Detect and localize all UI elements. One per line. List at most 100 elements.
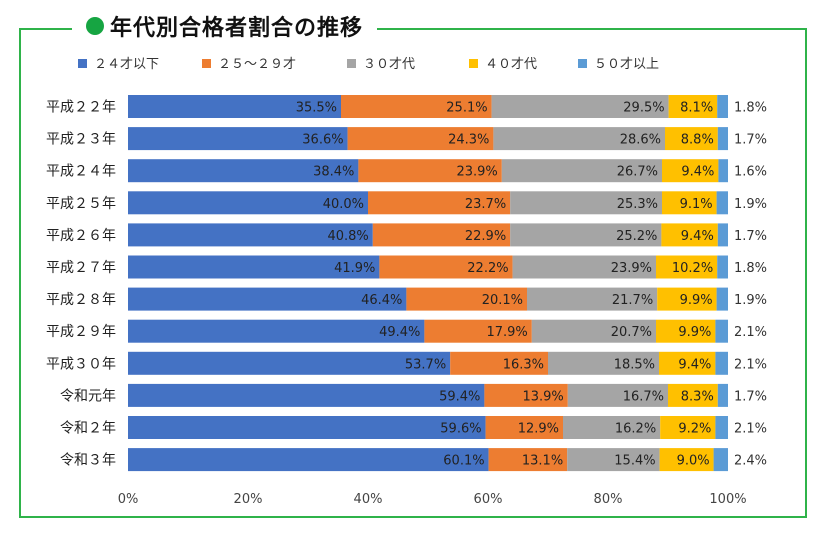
data-label: 20.1% bbox=[482, 293, 523, 308]
bar-segment bbox=[716, 191, 728, 215]
bar-segment bbox=[128, 319, 425, 343]
category-label: 平成２４年 bbox=[46, 164, 116, 180]
data-label: 1.8% bbox=[734, 101, 767, 116]
bar-segment bbox=[347, 127, 494, 151]
bar-segment bbox=[128, 191, 368, 215]
bar-segment bbox=[657, 287, 717, 311]
data-label: 13.9% bbox=[522, 389, 563, 404]
data-label: 1.7% bbox=[734, 229, 767, 244]
bar-segment bbox=[713, 448, 728, 472]
data-label: 40.8% bbox=[327, 229, 368, 244]
bar-segment bbox=[406, 287, 527, 311]
legend: ２４才以下 ２５～２９才 ３０才代 ４０才代 ５０才以上 bbox=[78, 57, 659, 72]
data-label: 2.1% bbox=[734, 422, 767, 437]
x-tick-label: 20% bbox=[234, 492, 263, 507]
data-label: 1.8% bbox=[734, 261, 767, 276]
data-label: 9.4% bbox=[681, 229, 714, 244]
bar-segment bbox=[717, 127, 728, 151]
data-label: 40.0% bbox=[323, 197, 364, 212]
bar-segment bbox=[368, 191, 511, 215]
bar-segment bbox=[527, 287, 658, 311]
category-label: 平成２２年 bbox=[46, 100, 116, 116]
data-label: 2.4% bbox=[734, 454, 767, 469]
data-label: 18.5% bbox=[614, 357, 655, 372]
bar-segment bbox=[659, 448, 714, 472]
data-label: 1.6% bbox=[734, 165, 767, 180]
data-label: 12.9% bbox=[518, 422, 559, 437]
category-label: 平成２６年 bbox=[46, 228, 116, 244]
bar-segment bbox=[717, 383, 728, 407]
bar-segment bbox=[510, 223, 662, 247]
category-label: 令和３年 bbox=[60, 453, 116, 469]
data-label: 59.6% bbox=[440, 422, 481, 437]
data-label: 8.3% bbox=[681, 389, 714, 404]
category-label: 平成３０年 bbox=[46, 356, 116, 372]
bar-segment bbox=[128, 95, 341, 118]
data-label: 9.1% bbox=[680, 197, 713, 212]
bar-segment bbox=[372, 223, 511, 247]
bar-segment bbox=[567, 383, 668, 407]
bar-segment bbox=[717, 95, 728, 118]
data-label: 16.7% bbox=[623, 389, 664, 404]
x-tick-label: 0% bbox=[118, 492, 139, 507]
green-dot-icon bbox=[86, 17, 104, 35]
bar-segment bbox=[563, 416, 661, 439]
data-label: 25.2% bbox=[616, 229, 657, 244]
bar-segment bbox=[488, 448, 568, 472]
bar-segment bbox=[493, 127, 665, 151]
x-tick-label: 100% bbox=[709, 492, 746, 507]
category-label: 平成２７年 bbox=[46, 260, 116, 276]
data-label: 2.1% bbox=[734, 325, 767, 340]
category-label: 平成２９年 bbox=[46, 324, 116, 340]
x-tick-label: 40% bbox=[354, 492, 383, 507]
data-label: 9.4% bbox=[678, 357, 711, 372]
category-labels: 平成２２年平成２３年平成２４年平成２５年平成２６年平成２７年平成２８年平成２９年… bbox=[46, 100, 116, 469]
data-label: 35.5% bbox=[296, 101, 337, 116]
data-label: 38.4% bbox=[313, 165, 354, 180]
data-label: 29.5% bbox=[623, 101, 664, 116]
data-label: 22.9% bbox=[465, 229, 506, 244]
legend-swatch bbox=[578, 59, 587, 68]
category-label: 平成２８年 bbox=[46, 292, 116, 308]
legend-swatch bbox=[469, 59, 478, 68]
data-label: 1.9% bbox=[734, 197, 767, 212]
data-label: 20.7% bbox=[611, 325, 652, 340]
bar-segment bbox=[715, 416, 728, 439]
bar-segment bbox=[665, 127, 718, 151]
x-tick-label: 80% bbox=[594, 492, 623, 507]
bar-segment bbox=[717, 255, 728, 279]
data-label: 46.4% bbox=[361, 293, 402, 308]
data-label: 59.4% bbox=[439, 389, 480, 404]
data-label: 24.3% bbox=[448, 133, 489, 148]
bar-segment bbox=[548, 351, 659, 375]
data-label: 8.1% bbox=[680, 101, 713, 116]
data-label: 22.2% bbox=[467, 261, 508, 276]
chart-frame bbox=[19, 28, 807, 518]
data-label: 21.7% bbox=[612, 293, 653, 308]
bar-segment bbox=[718, 159, 728, 183]
data-label: 17.9% bbox=[486, 325, 527, 340]
data-label: 10.2% bbox=[672, 261, 713, 276]
chart-title: 年代別合格者割合の推移 bbox=[110, 16, 364, 41]
bar-segment bbox=[656, 255, 718, 279]
data-label: 9.9% bbox=[680, 293, 713, 308]
bar-segment bbox=[531, 319, 656, 343]
x-axis: 0% 20% 40% 60% 80% 100% bbox=[118, 492, 747, 507]
data-label: 23.7% bbox=[465, 197, 506, 212]
data-label: 8.8% bbox=[681, 133, 714, 148]
bar-segment bbox=[424, 319, 532, 343]
bar-segment bbox=[485, 416, 563, 439]
data-label: 16.3% bbox=[503, 357, 544, 372]
data-label: 25.1% bbox=[446, 101, 487, 116]
bar-segment bbox=[484, 383, 568, 407]
bar-segment bbox=[662, 191, 717, 215]
bar-segment bbox=[128, 287, 407, 311]
legend-swatch bbox=[202, 59, 211, 68]
legend-swatch bbox=[78, 59, 87, 68]
bar-segment bbox=[716, 287, 728, 311]
data-label: 9.2% bbox=[678, 422, 711, 437]
bar-segment bbox=[662, 159, 719, 183]
legend-label: ２４才以下 bbox=[94, 57, 159, 72]
legend-label: ４０才代 bbox=[485, 57, 537, 72]
data-label: 60.1% bbox=[443, 454, 484, 469]
